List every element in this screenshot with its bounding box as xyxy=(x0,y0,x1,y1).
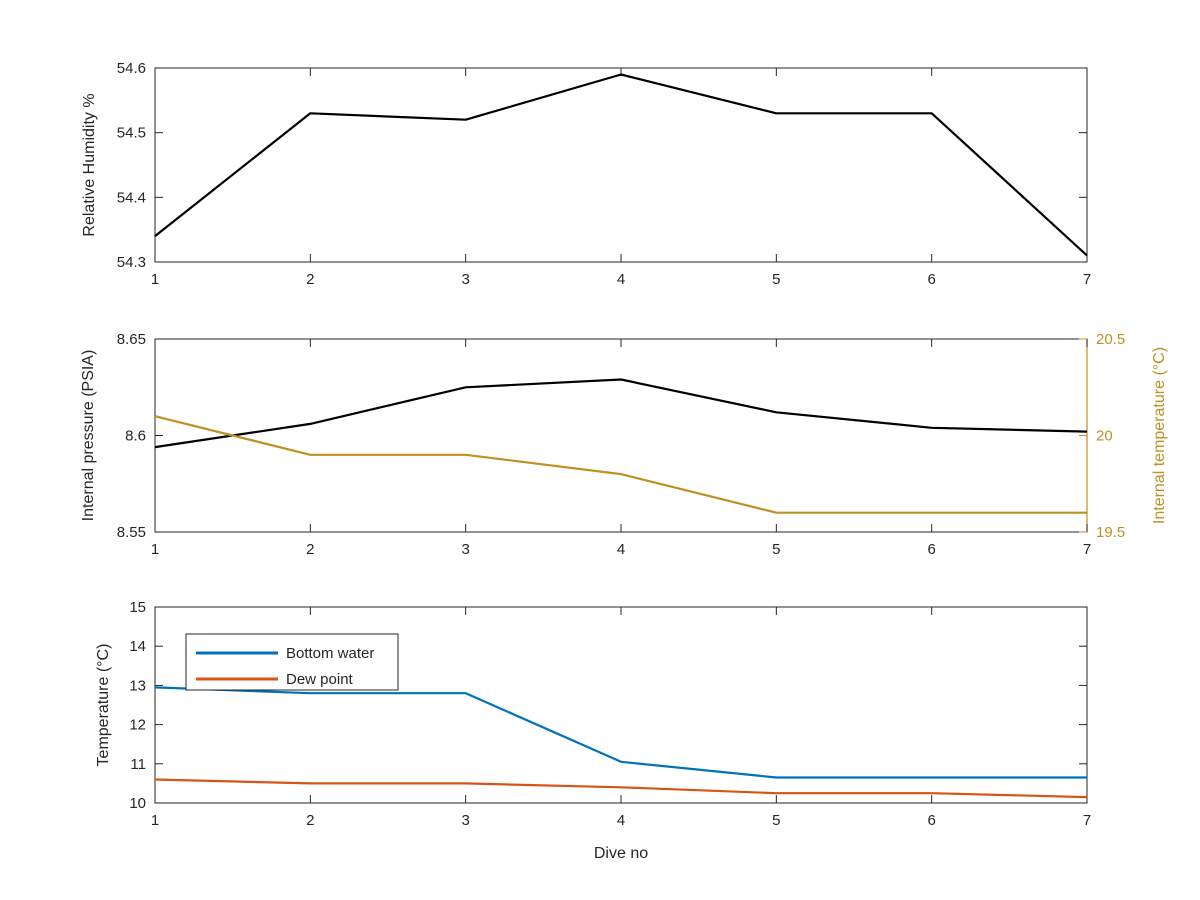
x-tick-label: 4 xyxy=(617,812,625,829)
y-tick-label: 12 xyxy=(129,717,146,734)
x-tick-label: 3 xyxy=(461,271,469,288)
bottom-water-line xyxy=(154,686,1087,779)
x-tick-label: 2 xyxy=(306,812,314,829)
chart-panel-2: 1 2 3 4 5 6 7 8.55 8.6 8.65 19.5 20 20.5 Internal pre… xyxy=(80,331,1168,558)
x-tick-label: 2 xyxy=(306,541,314,558)
y-right-tick-label: 19.5 xyxy=(1096,524,1125,541)
y-tick-label: 8.65 xyxy=(117,331,146,348)
legend-label: Dew point xyxy=(286,671,354,688)
x-tick-label: 4 xyxy=(617,271,625,288)
x-tick-label: 2 xyxy=(306,271,314,288)
x-tick-label: 1 xyxy=(151,812,159,829)
y-tick-label: 11 xyxy=(130,756,146,773)
y-axis-label: Internal pressure (PSIA) xyxy=(80,350,97,522)
series-1-line xyxy=(154,73,1088,257)
x-tick-label: 3 xyxy=(461,541,469,558)
y-tick-label: 14 xyxy=(129,638,146,655)
x-tick-label: 7 xyxy=(1083,541,1091,558)
x-tick-label: 6 xyxy=(927,541,935,558)
plot-area-frame xyxy=(154,67,1088,263)
series-2-line xyxy=(154,415,1087,514)
x-axis-label: Dive no xyxy=(594,845,648,862)
plot-area-frame xyxy=(154,338,1088,533)
series-1-line xyxy=(154,378,1088,449)
x-tick-label: 7 xyxy=(1083,812,1091,829)
y-axis-label: Relative Humidity % xyxy=(81,93,98,236)
y-right-tick-label: 20 xyxy=(1096,428,1113,445)
x-tick-label: 1 xyxy=(151,271,159,288)
y-right-axis-label: Internal temperature (°C) xyxy=(1151,347,1168,524)
legend-box xyxy=(185,633,399,691)
x-tick-label: 5 xyxy=(772,541,780,558)
y-tick-label: 54.4 xyxy=(117,189,146,206)
y-right-tick-label: 20.5 xyxy=(1096,331,1125,348)
y-tick-label: 13 xyxy=(129,677,146,694)
x-tick-label: 5 xyxy=(772,812,780,829)
x-tick-label: 1 xyxy=(151,541,159,558)
x-tick-label: 5 xyxy=(772,271,780,288)
y-tick-label: 54.3 xyxy=(117,254,146,271)
legend: Bottom water Dew point xyxy=(185,633,399,691)
x-tick-label: 4 xyxy=(617,541,625,558)
x-tick-label: 7 xyxy=(1083,271,1091,288)
y-tick-label: 10 xyxy=(129,795,146,812)
x-tick-label: 3 xyxy=(461,812,469,829)
y-tick-label: 8.6 xyxy=(125,428,146,445)
y-tick-label: 8.55 xyxy=(117,524,146,541)
y-tick-label: 54.6 xyxy=(117,60,146,77)
y-tick-label: 54.5 xyxy=(117,125,146,142)
x-tick-label: 6 xyxy=(927,812,935,829)
legend-label: Bottom water xyxy=(286,645,374,662)
y-tick-label: 15 xyxy=(129,599,146,616)
dew-point-line xyxy=(154,778,1088,799)
chart-panel-1: 1 2 3 4 5 6 7 54.3 54.4 54.5 54.6 Relative Humidity… xyxy=(81,60,1091,288)
x-tick-label: 6 xyxy=(927,271,935,288)
y-axis-label: Temperature (°C) xyxy=(95,644,112,767)
